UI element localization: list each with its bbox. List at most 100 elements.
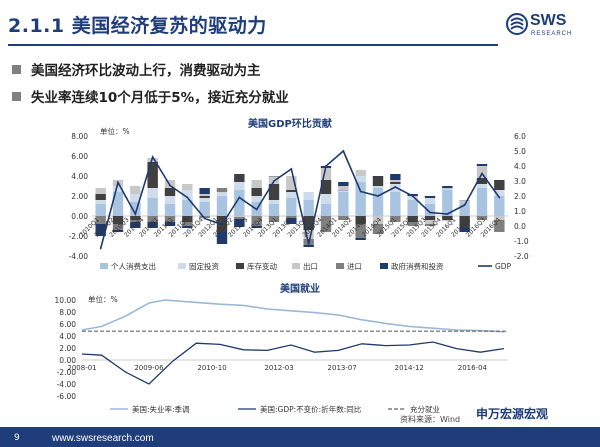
bar-segment (164, 188, 176, 196)
bar-segment (372, 188, 384, 216)
bar-segment (303, 245, 314, 247)
bar-segment (424, 198, 436, 204)
bar-segment (182, 216, 193, 222)
bar-segment (390, 182, 401, 184)
legend-swatch (292, 263, 300, 269)
gdp-point (151, 156, 154, 158)
bar-segment (320, 204, 332, 216)
bar-segment (459, 228, 470, 232)
bullet-square-icon (12, 91, 21, 101)
bar-segment (320, 168, 332, 180)
y-tick-label: 6.00 (59, 320, 76, 329)
bar-segment (251, 188, 262, 196)
y-right-tick-label: 0.0 (514, 222, 526, 231)
bar-segment (338, 192, 349, 216)
bullet-1-text: 美国经济环比波动上行，消费驱动为主 (31, 63, 261, 79)
x-tick-label: 2008-01 (67, 364, 96, 372)
bar-segment (286, 198, 297, 216)
bar-segment (424, 220, 436, 224)
bar-segment (216, 188, 228, 192)
bar-segment (182, 226, 193, 228)
bar-segment (390, 184, 401, 192)
page-number: 9 (14, 433, 20, 443)
gdp-point (377, 195, 379, 197)
x-tick-label: 2014-12 (395, 364, 424, 372)
bar-segment (355, 216, 366, 224)
bar-segment (407, 196, 418, 200)
legend-label: 个人消费支出 (111, 261, 156, 271)
bar-segment (234, 217, 245, 219)
legend-label: 固定投资 (189, 261, 219, 271)
bar-segment (95, 194, 106, 200)
bar-segment (372, 176, 384, 186)
bar-segment (338, 182, 349, 186)
bar-segment (234, 190, 245, 216)
footer-bar (0, 427, 600, 447)
bar-segment (424, 216, 436, 220)
bar-segment (147, 188, 158, 198)
bar-segment (130, 194, 141, 202)
slide-title: 2.1.1 美国经济复苏的驱动力 (8, 15, 267, 37)
bar-segment (182, 190, 193, 200)
y-tick-label: 0.00 (59, 356, 76, 365)
bar-segment (112, 192, 124, 216)
gdp-point (238, 196, 241, 199)
legend-label: 库存变动 (247, 261, 277, 271)
bar-segment (182, 184, 193, 190)
bar-segment (320, 180, 332, 194)
bar-segment (147, 158, 158, 162)
sws-logo: SWS RESEARCH (506, 10, 586, 46)
gdp-contribution-chart: 单位：% 8.00 6.00 4.00 2.00 0.00 -2.00 -4.00 6.0 5.0… (69, 126, 529, 271)
bar-segment (303, 230, 314, 239)
bar-segment (355, 176, 366, 182)
bar-segment (286, 216, 297, 218)
bar-segment (199, 188, 210, 194)
website-link[interactable]: www.swsresearch.com (52, 433, 154, 444)
bar-segment (407, 222, 418, 226)
bar-segment (286, 176, 297, 190)
employment-unit-label: 单位：% (88, 294, 118, 304)
gdp-point (290, 168, 293, 170)
bar-segment (112, 224, 124, 230)
bar-segment (303, 192, 314, 200)
gdp-point (99, 247, 102, 250)
gdp-point (394, 186, 397, 188)
bar-segment (95, 188, 106, 194)
bar-segment (130, 216, 141, 220)
y-right-tick-label: -1.0 (514, 237, 529, 246)
bar-segment (199, 202, 210, 216)
bar-segment (130, 202, 141, 216)
y-tick-label: -4.00 (57, 380, 77, 389)
y-right-tick-label: 5.0 (514, 147, 526, 156)
y-tick-label: 8.00 (59, 308, 76, 317)
bar-segment (442, 216, 453, 220)
bullet-2: 失业率连续10个月低于5%，接近充分就业 (12, 86, 289, 106)
legend-swatch (336, 263, 344, 269)
bar-segment (372, 224, 384, 234)
bar-segment (494, 220, 505, 232)
employment-chart: 单位：% 10.00 8.00 6.00 4.00 2.00 0.00 -2.00 -4.00 -… (55, 294, 508, 414)
bullet-2-text: 失业率连续10个月低于5%，接近充分就业 (31, 90, 289, 106)
bar-segment (286, 190, 297, 192)
bar-segment (459, 216, 470, 228)
logo-sub: RESEARCH (531, 31, 573, 37)
bar-segment (407, 200, 418, 216)
y-left-tick-label: 0.00 (71, 212, 88, 221)
gdp-chart-title: 美国GDP环比贡献 (248, 119, 332, 130)
bar-segment (268, 184, 280, 200)
x-tick-label: 2012-03 (264, 364, 293, 372)
bar-segment (112, 230, 124, 232)
bar-segment (303, 200, 314, 216)
bar-segment (372, 216, 384, 224)
gdp-point (429, 211, 431, 214)
bar-segment (251, 180, 262, 188)
bar-segment (442, 190, 453, 216)
legend-label: 美国:GDP:不变价:折年数:同比 (260, 404, 362, 414)
gdp-point (359, 190, 362, 193)
bar-segment (407, 194, 418, 196)
y-right-tick-label: -2.0 (514, 252, 529, 261)
bar-segment (286, 218, 297, 224)
y-right-tick-label: 4.0 (514, 162, 526, 171)
y-tick-label: -2.00 (57, 368, 77, 377)
unemployment-line (81, 299, 505, 333)
